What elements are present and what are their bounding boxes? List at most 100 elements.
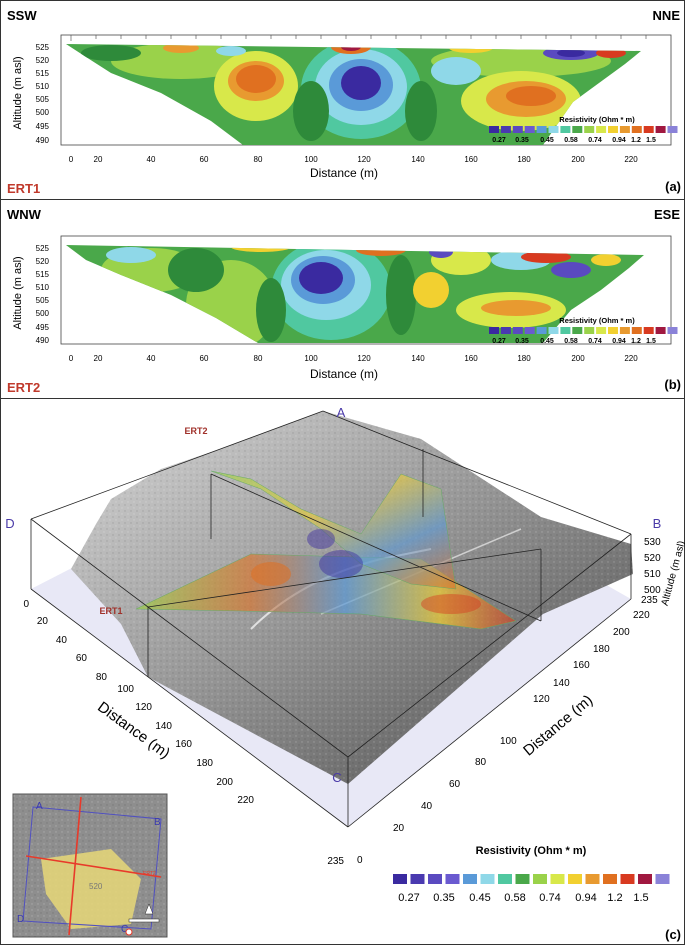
- legend-swatch: [643, 327, 654, 334]
- north-arrow-icon: [144, 903, 154, 915]
- legend-swatch: [548, 126, 559, 133]
- legend-title: Resistivity (Ohm * m): [559, 316, 635, 325]
- dir-left-label: WNW: [7, 207, 42, 222]
- legend-swatch: [536, 126, 547, 133]
- ert1-anomaly: [319, 550, 363, 578]
- legend-label: 0.35: [515, 137, 529, 144]
- y-tick-label: 505: [36, 296, 50, 305]
- 3d-ert-block-diagram: A B C D ERT2 ERT1 0 20 40 60 80 100 120 …: [5, 405, 685, 942]
- legend-swatch: [524, 126, 535, 133]
- x-tick-label: 200: [571, 354, 585, 363]
- ert1-resistivity-section: [66, 44, 641, 145]
- ert1-label: ERT1: [99, 606, 122, 616]
- panel-a: SSW NNE: [0, 0, 685, 200]
- x-tick-label: 40: [147, 354, 156, 363]
- left-tick-label: 140: [155, 721, 172, 732]
- x-tick-label: 40: [147, 155, 156, 164]
- panel-b: WNW ESE 525: [0, 199, 685, 399]
- dir-left-label: SSW: [7, 8, 37, 23]
- location-inset-map: A B C D ERT2 520: [12, 793, 168, 938]
- y-axis-title: Altitude (m asl): [12, 256, 24, 329]
- legend-swatch: [572, 327, 583, 334]
- left-tick-label: 120: [135, 702, 152, 713]
- legend-swatch: [655, 126, 666, 133]
- x-tick-label: 200: [571, 155, 585, 164]
- marker-icon: [125, 928, 133, 936]
- panel-tag: (c): [665, 927, 681, 942]
- right-tick-label: 180: [593, 644, 610, 655]
- left-tick-label: 0: [23, 599, 29, 610]
- legend-swatch: [524, 327, 535, 334]
- legend-swatch: [584, 126, 595, 133]
- y-tick-label: 500: [36, 108, 50, 117]
- legend-swatch: [536, 327, 547, 334]
- legend-swatch: [445, 874, 460, 884]
- y-tick-label: 520: [36, 257, 50, 266]
- x-tick-label: 20: [94, 354, 103, 363]
- right-tick-label: 60: [449, 779, 461, 790]
- legend-label: 0.74: [588, 137, 602, 144]
- y-tick-label: 515: [36, 69, 50, 78]
- legend-swatch: [596, 327, 607, 334]
- alt-axis-title: Altitude (m asl): [660, 540, 685, 607]
- right-tick-label: 220: [633, 610, 650, 621]
- inset-ert2-line: [25, 855, 162, 878]
- x-axis: 0 20 40 60 80 100 120 140 160 180 200 22…: [69, 155, 638, 180]
- resistivity-legend: Resistivity (Ohm * m) 0.27 0.35 0.45 0.5…: [489, 316, 678, 345]
- left-tick-label: 80: [96, 672, 108, 683]
- x-tick-label: 80: [254, 155, 263, 164]
- corner-a-label: A: [337, 405, 346, 420]
- alt-tick-label: 530: [644, 537, 661, 548]
- dir-right-label: NNE: [653, 8, 681, 23]
- y-tick-label: 495: [36, 323, 50, 332]
- legend-swatch: [655, 327, 666, 334]
- alt-tick-label: 500: [644, 585, 661, 596]
- x-tick-label: 140: [411, 155, 425, 164]
- x-tick-label: 160: [464, 354, 478, 363]
- y-tick-label: 525: [36, 244, 50, 253]
- x-tick-label: 120: [357, 354, 371, 363]
- legend-swatch: [548, 327, 559, 334]
- inset-site-area: [41, 849, 141, 929]
- legend-swatch: [560, 126, 571, 133]
- legend-swatch: [619, 126, 630, 133]
- x-tick-label: 60: [200, 155, 209, 164]
- legend-swatch: [489, 126, 499, 133]
- right-tick-label: 100: [500, 736, 517, 747]
- x-tick-label: 180: [517, 354, 531, 363]
- alt-tick-label: 520: [644, 553, 661, 564]
- legend-swatch: [428, 874, 442, 884]
- inset-survey-box: [22, 806, 162, 930]
- panel-c: A B C D ERT2 ERT1 0 20 40 60 80 100 120 …: [0, 398, 685, 945]
- y-tick-label: 495: [36, 122, 50, 131]
- legend-swatch: [498, 874, 512, 884]
- x-axis: 0 20 40 60 80 100 120 140 160 180 200 22…: [69, 354, 638, 381]
- panel-tag: (a): [665, 179, 681, 194]
- legend-swatch: [512, 126, 523, 133]
- x-tick-label: 100: [304, 155, 318, 164]
- x-tick-label: 160: [464, 155, 478, 164]
- y-tick-label: 510: [36, 283, 50, 292]
- legend-label: 0.94: [612, 338, 626, 345]
- legend-swatch: [619, 327, 630, 334]
- legend-swatch: [638, 874, 652, 884]
- inset-ert2-label: ERT2: [143, 871, 156, 877]
- section-name-label: ERT2: [7, 380, 40, 395]
- x-tick-label: 220: [624, 155, 638, 164]
- x-tick-label: 0: [69, 354, 74, 363]
- inset-contour-label: 520: [89, 882, 103, 891]
- x-tick-label: 140: [411, 354, 425, 363]
- legend-swatch: [515, 874, 530, 884]
- legend-swatch: [568, 874, 582, 884]
- ert2-profile-surface: [210, 470, 457, 590]
- x-tick-label: 80: [254, 354, 263, 363]
- left-tick-label: 235: [327, 856, 344, 867]
- right-tick-label: 235: [641, 595, 658, 606]
- legend-swatch: [608, 126, 618, 133]
- legend-label: 0.35: [433, 892, 454, 904]
- y-axis-title: Altitude (m asl): [12, 56, 24, 129]
- inset-a-label: A: [36, 801, 43, 812]
- legend-swatch: [608, 327, 618, 334]
- left-tick-label: 220: [237, 795, 254, 806]
- legend-swatch: [393, 874, 407, 884]
